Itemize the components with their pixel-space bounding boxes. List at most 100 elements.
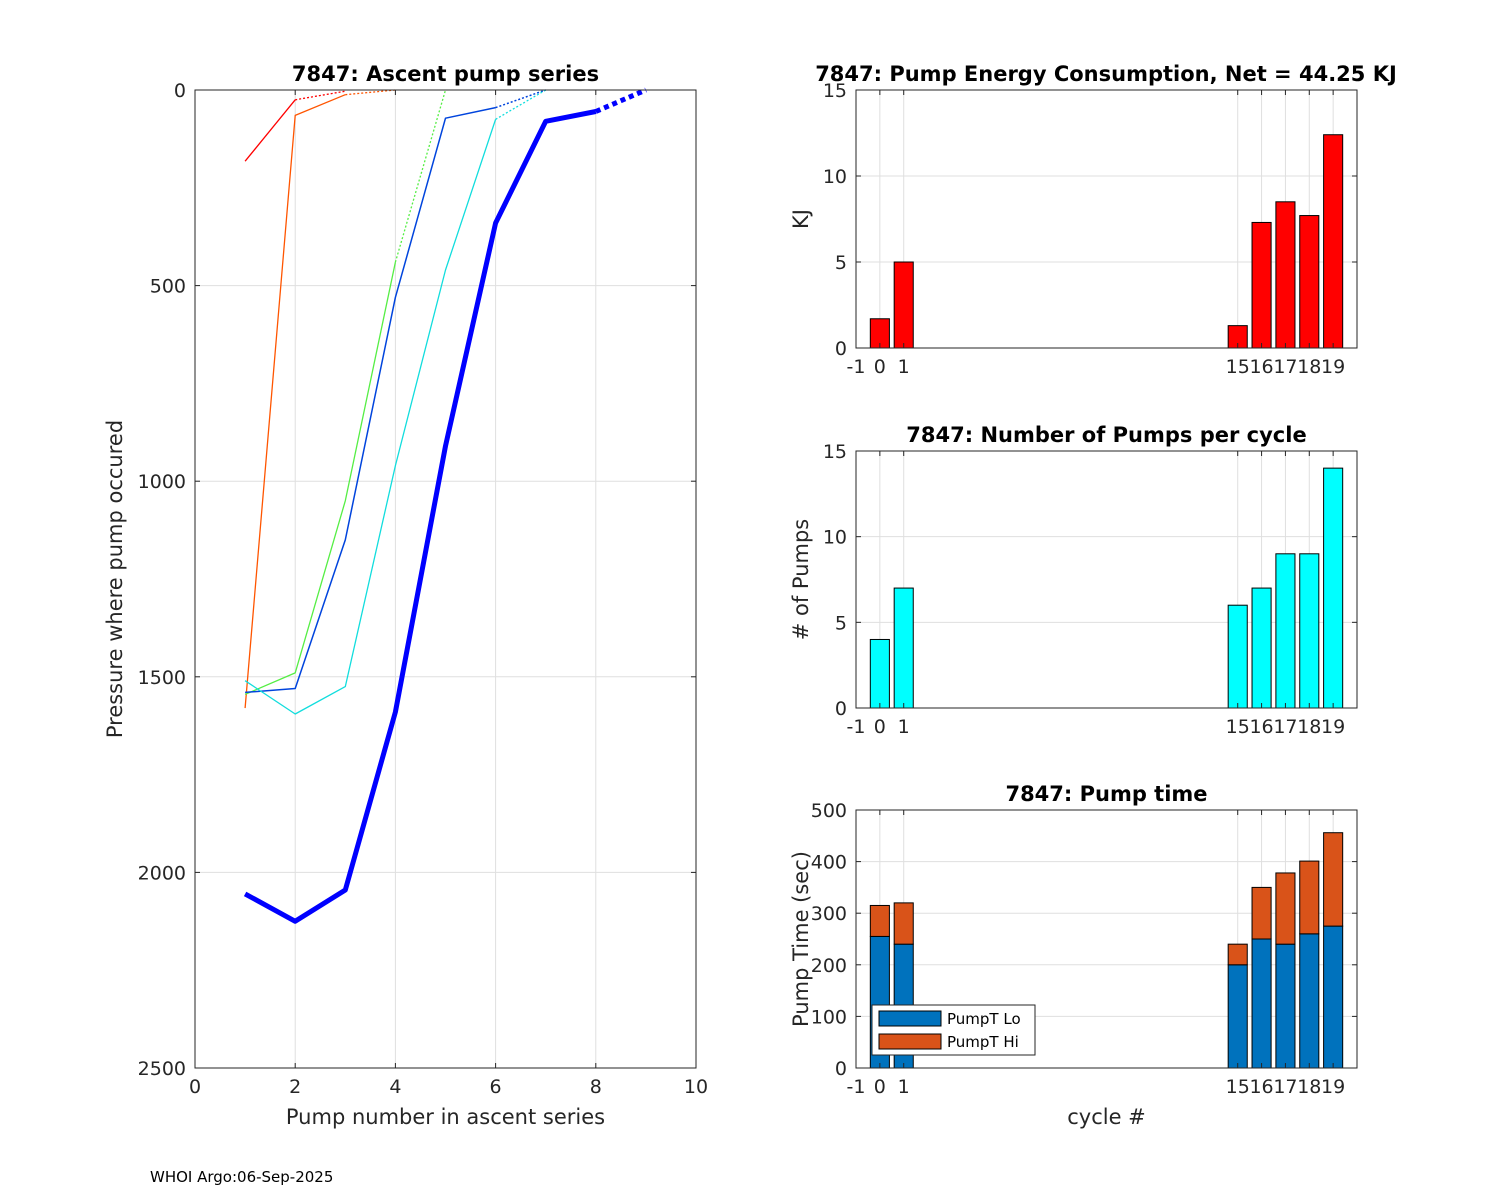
energy-bar (1275, 201, 1296, 349)
energy-xtick-label: 0 (874, 356, 886, 378)
pumptime-xtick-label: 17 (1273, 1076, 1297, 1098)
pumptime-bar-hi (1227, 943, 1248, 966)
pumptime-bar-lo (1251, 938, 1272, 1069)
energy-xtick-label: 19 (1321, 356, 1345, 378)
energy-title: 7847: Pump Energy Consumption, Net = 44.… (815, 62, 1397, 86)
pumptime-bar-lo (1323, 925, 1344, 1069)
energy-plot-area (856, 90, 1357, 348)
pumps-bar (1323, 467, 1344, 709)
pumps-ytick-label: 5 (835, 612, 847, 634)
pumps-bar (893, 587, 914, 709)
pumps-xtick-label: 1 (898, 716, 910, 738)
ascent-series-dotted (594, 87, 647, 114)
ascent-series-line (244, 261, 397, 695)
energy-ytick-label: 15 (823, 80, 847, 102)
ascent-chart: 0 2 4 6 8 10 0 500 1000 1500 2000 2500 7847: Ascent … (103, 62, 708, 1129)
pumps-xtick-label: 19 (1321, 716, 1345, 738)
ascent-series-dotted (495, 89, 546, 109)
pumptime-xtick-label: -1 (847, 1076, 866, 1098)
ascent-xlabel: Pump number in ascent series (286, 1105, 605, 1129)
ascent-series-dotted (295, 90, 346, 101)
pumptime-bar-hi (1323, 832, 1344, 927)
pumptime-xtick-label: 1 (898, 1076, 910, 1098)
pumps-ytick-label: 0 (835, 698, 847, 720)
ascent-series-line (244, 119, 497, 715)
ascent-series-line (245, 106, 496, 694)
pumptime-bar-hi (1299, 860, 1320, 935)
pumptime-ytick-label: 500 (811, 800, 847, 822)
energy-axes-box (855, 89, 1358, 349)
energy-xtick-label: 1 (898, 356, 910, 378)
energy-bar (1251, 221, 1272, 349)
pumps-xtick-label: 17 (1273, 716, 1297, 738)
footer-stamp: WHOI Argo:06-Sep-2025 (150, 1168, 333, 1186)
ascent-ytick-label: 2500 (138, 1058, 186, 1080)
pumps-xtick-label: 15 (1226, 716, 1250, 738)
ascent-xtick-label: 2 (289, 1076, 301, 1098)
pumps-bar (869, 638, 890, 709)
pumptime-bar-hi (893, 902, 914, 945)
energy-xtick-label: -1 (847, 356, 866, 378)
pumps-xtick-label: -1 (847, 716, 866, 738)
pumps-ytick-label: 15 (823, 441, 847, 463)
energy-xtick-label: 16 (1249, 356, 1273, 378)
pumps-bar (1227, 604, 1248, 709)
pumptime-title: 7847: Pump time (1005, 782, 1207, 806)
pumps-xtick-label: 18 (1297, 716, 1321, 738)
ascent-plot-area (195, 90, 696, 1068)
ascent-series-dotted (394, 89, 447, 263)
pumps-ylabel: # of Pumps (789, 519, 813, 641)
energy-bar (1299, 215, 1320, 349)
energy-ylabel: KJ (789, 209, 813, 229)
pumptime-ytick-label: 400 (811, 852, 847, 874)
ascent-series-dotted (345, 89, 396, 96)
pumptime-xtick-label: 19 (1321, 1076, 1345, 1098)
ascent-series-dotted (495, 89, 547, 120)
pumps-title: 7847: Number of Pumps per cycle (906, 423, 1306, 447)
pumptime-ytick-label: 200 (811, 955, 847, 977)
ascent-series-line (243, 109, 597, 924)
ascent-xtick-label: 8 (590, 1076, 602, 1098)
legend-swatch-hi (878, 1033, 942, 1050)
ascent-ylabel: Pressure where pump occured (103, 420, 127, 738)
pumptime-bar-lo (1275, 943, 1296, 1069)
pumptime-bar-hi (1275, 872, 1296, 945)
pumptime-ytick-label: 100 (811, 1006, 847, 1028)
legend-label-lo: PumpT Lo (947, 1010, 1021, 1028)
ascent-ytick-label: 1500 (138, 667, 186, 689)
pumptime-bar-lo (1227, 964, 1248, 1069)
pumptime-ytick-label: 0 (835, 1058, 847, 1080)
energy-ytick-label: 10 (823, 166, 847, 188)
energy-bar (1323, 134, 1344, 349)
ascent-ytick-label: 0 (174, 80, 186, 102)
energy-bar (893, 261, 914, 349)
energy-ytick-label: 0 (835, 338, 847, 360)
ascent-series-line (244, 99, 296, 162)
energy-xtick-label: 18 (1297, 356, 1321, 378)
legend-label-hi: PumpT Hi (947, 1033, 1019, 1051)
ascent-xtick-label: 10 (684, 1076, 708, 1098)
ascent-xtick-label: 0 (189, 1076, 201, 1098)
pumps-plot-area (856, 451, 1357, 708)
pumptime-legend: PumpT Lo PumpT Hi (871, 1004, 1036, 1056)
pumptime-bar-lo (1299, 933, 1320, 1069)
legend-swatch-lo (878, 1010, 942, 1027)
pumps-axes-box (855, 450, 1358, 709)
pumptime-axes-box (855, 809, 1358, 1069)
pumptime-bar-hi (1251, 886, 1272, 940)
pumptime-xtick-label: 15 (1226, 1076, 1250, 1098)
pumps-bar (1275, 553, 1296, 709)
pumptime-xtick-label: 18 (1297, 1076, 1321, 1098)
pumptime-xtick-label: 0 (874, 1076, 886, 1098)
pumptime-ylabel: Pump Time (sec) (789, 851, 813, 1027)
pumps-bar (1299, 553, 1320, 709)
pumps-ytick-label: 10 (823, 527, 847, 549)
energy-xtick-label: 15 (1226, 356, 1250, 378)
ascent-ytick-label: 1000 (138, 471, 186, 493)
ascent-xtick-label: 6 (490, 1076, 502, 1098)
energy-ytick-label: 5 (835, 252, 847, 274)
